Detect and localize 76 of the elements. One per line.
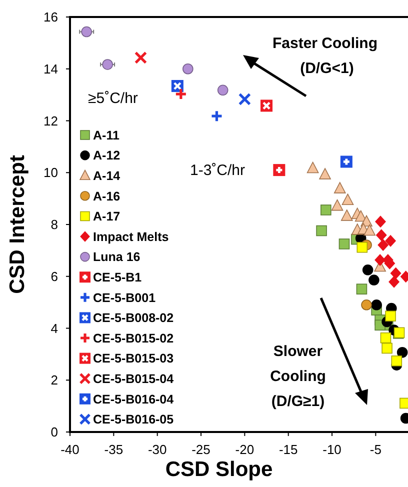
point [320, 204, 332, 216]
legend-label: A-14 [93, 168, 120, 183]
y-tick-label: 6 [50, 268, 58, 284]
legend-label: CE-5-B015-02 [93, 331, 174, 346]
point [380, 332, 392, 344]
point [334, 182, 346, 194]
point [316, 225, 327, 236]
x-tick-label: -15 [278, 442, 298, 457]
x-tick-label: -30 [148, 442, 167, 457]
x-tick-label: -5 [370, 442, 382, 457]
y-tick-label: 16 [44, 10, 58, 25]
y-tick-label: 0 [50, 424, 58, 440]
point [374, 216, 386, 228]
legend-label: Impact Melts [93, 230, 169, 244]
y-tick-label: 4 [50, 320, 58, 336]
point [361, 300, 372, 310]
point [391, 356, 402, 366]
legend-label: CE-5-B1 [93, 270, 142, 284]
legend-label: CE-5-B015-04 [93, 372, 174, 386]
point [388, 276, 400, 288]
point [378, 238, 389, 251]
x-tick-label: -40 [60, 442, 80, 457]
point [376, 229, 387, 242]
point [306, 162, 319, 174]
legend-label: CE-5-B001 [93, 290, 156, 305]
x-axis-title: CSD Slope [165, 458, 273, 481]
legend-label: CE-5-B015-03 [93, 352, 174, 366]
point [174, 88, 188, 100]
y-tick-label: 12 [44, 113, 58, 128]
point [338, 238, 350, 250]
x-tick-label: -10 [322, 442, 342, 457]
legend-label: A-17 [93, 210, 120, 224]
point [385, 310, 396, 322]
point [182, 63, 194, 74]
point [210, 110, 224, 122]
point [368, 274, 380, 286]
point [356, 284, 368, 294]
annotation: (D/G≥1) [271, 393, 325, 410]
legend-label: CE-5-B008-02 [93, 311, 174, 326]
point [396, 346, 408, 358]
legend-label: Luna 16 [93, 250, 140, 264]
point [382, 342, 392, 354]
point [390, 267, 402, 280]
point [134, 51, 148, 64]
point [385, 234, 396, 247]
point [319, 168, 331, 180]
legend-label: CE-5-B016-05 [93, 412, 174, 427]
legend-label: CE-5-B016-04 [93, 392, 174, 406]
x-tick-label: -20 [235, 442, 254, 457]
annotation: Cooling [270, 368, 326, 385]
annotation: (D/G<1) [300, 60, 354, 77]
legend-label: A-16 [93, 189, 120, 204]
point [81, 26, 92, 38]
legend-label: A-12 [93, 148, 120, 163]
point [102, 59, 113, 70]
point [217, 84, 228, 96]
point [371, 300, 382, 310]
annotation: ≥5˚C/hr [88, 90, 138, 107]
y-tick-label: 14 [44, 61, 58, 76]
y-axis-title: CSD Intercept [6, 155, 29, 294]
point [362, 264, 374, 276]
y-tick-label: 8 [50, 217, 58, 232]
point [342, 194, 354, 206]
point [356, 242, 368, 253]
x-tick-label: -25 [192, 442, 210, 457]
y-tick-label: 2 [50, 372, 58, 388]
point [238, 92, 251, 106]
legend-label: A-11 [93, 128, 120, 142]
x-tick-label: -35 [104, 442, 124, 457]
annotation: 1-3˚C/hr [190, 162, 246, 179]
point [331, 199, 344, 211]
y-tick-label: 10 [44, 165, 58, 180]
annotation: Faster Cooling [272, 35, 378, 52]
point [340, 210, 353, 221]
annotation: Slower [273, 343, 323, 360]
point [364, 224, 376, 236]
